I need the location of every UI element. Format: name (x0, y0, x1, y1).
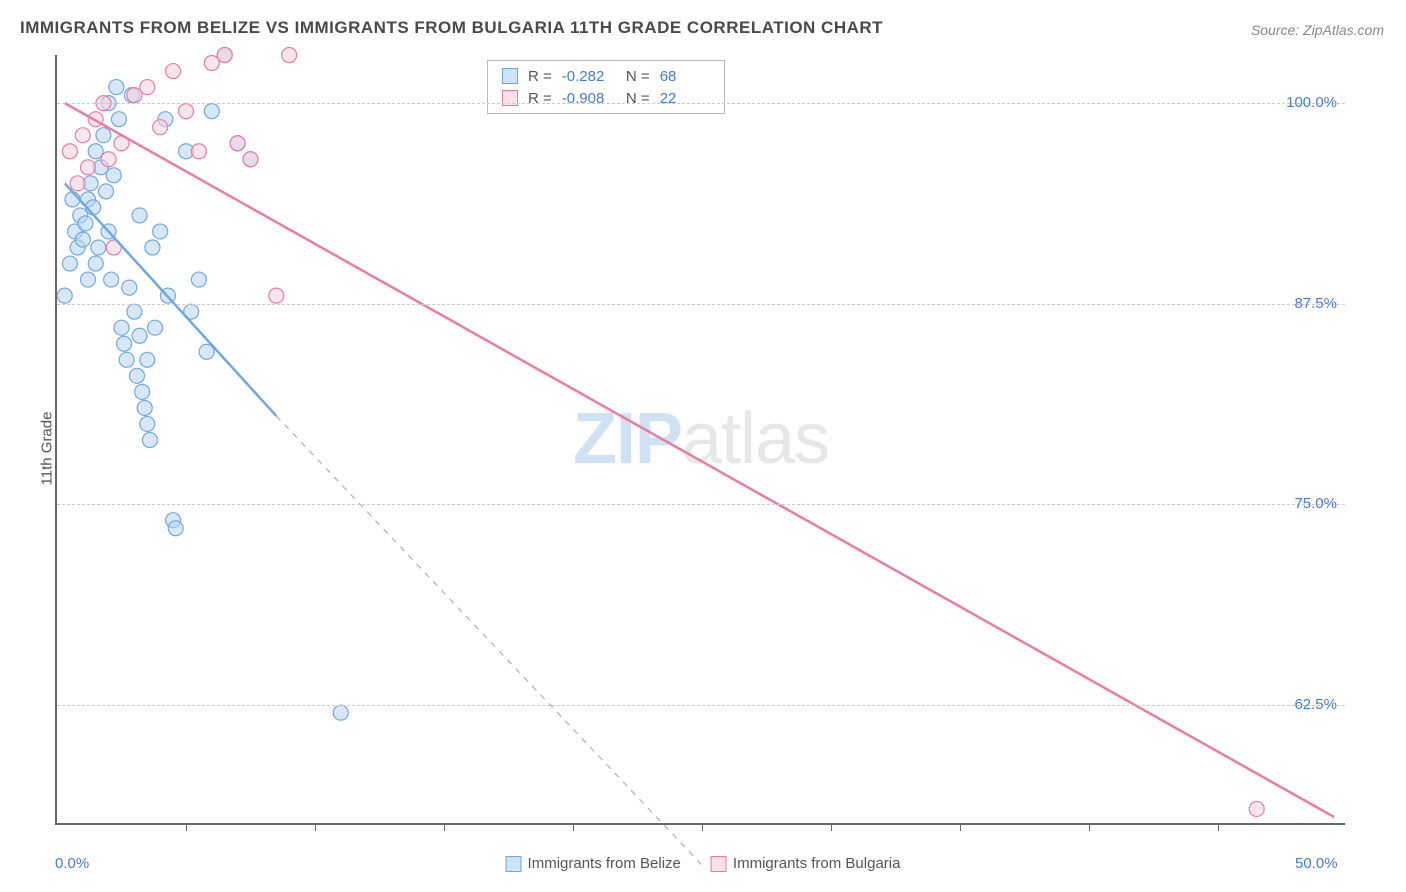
scatter-point (1249, 801, 1264, 816)
n-value: 68 (660, 68, 710, 85)
scatter-point (75, 128, 90, 143)
y-tick-label: 87.5% (1294, 295, 1337, 312)
legend-item: Immigrants from Belize (506, 855, 681, 872)
stats-row: R = -0.282 N = 68 (502, 65, 710, 87)
scatter-point (168, 521, 183, 536)
x-tick (1089, 823, 1090, 831)
scatter-point (106, 168, 121, 183)
x-tick-label: 0.0% (55, 855, 89, 872)
stats-legend: R = -0.282 N = 68 R =-0.908 N =22 (487, 60, 725, 114)
scatter-point (119, 352, 134, 367)
scatter-point (96, 128, 111, 143)
gridline (57, 304, 1345, 305)
scatter-point (114, 320, 129, 335)
scatter-point (204, 104, 219, 119)
scatter-point (148, 320, 163, 335)
legend-swatch (506, 856, 522, 872)
x-tick (960, 823, 961, 831)
scatter-point (91, 240, 106, 255)
scatter-point (127, 304, 142, 319)
scatter-point (111, 112, 126, 127)
scatter-point (80, 272, 95, 287)
scatter-point (88, 144, 103, 159)
series-legend: Immigrants from Belize Immigrants from Bu… (506, 855, 901, 872)
scatter-point (140, 416, 155, 431)
y-tick-label: 100.0% (1286, 94, 1337, 111)
gridline (57, 504, 1345, 505)
legend-label: Immigrants from Belize (528, 855, 681, 872)
scatter-point (75, 232, 90, 247)
scatter-point (122, 280, 137, 295)
scatter-point (104, 272, 119, 287)
scatter-point (191, 144, 206, 159)
chart-svg (57, 55, 1345, 823)
regression-extrapolation (276, 416, 702, 865)
scatter-point (62, 256, 77, 271)
scatter-point (127, 88, 142, 103)
x-tick-label: 50.0% (1295, 855, 1338, 872)
y-axis-label: 11th Grade (38, 412, 55, 486)
chart-title: IMMIGRANTS FROM BELIZE VS IMMIGRANTS FRO… (20, 18, 883, 38)
scatter-point (140, 80, 155, 95)
regression-line (65, 103, 1334, 817)
x-tick (315, 823, 316, 831)
scatter-point (282, 48, 297, 63)
scatter-point (243, 152, 258, 167)
gridline (57, 705, 1345, 706)
scatter-point (135, 384, 150, 399)
regression-line (65, 183, 277, 416)
source-attribution: Source: ZipAtlas.com (1251, 22, 1384, 38)
scatter-point (99, 184, 114, 199)
x-tick (444, 823, 445, 831)
scatter-point (142, 433, 157, 448)
scatter-point (101, 152, 116, 167)
scatter-point (129, 368, 144, 383)
scatter-point (230, 136, 245, 151)
x-tick (1218, 823, 1219, 831)
scatter-point (80, 160, 95, 175)
scatter-point (109, 80, 124, 95)
scatter-point (62, 144, 77, 159)
legend-item: Immigrants from Bulgaria (711, 855, 901, 872)
scatter-point (117, 336, 132, 351)
scatter-point (132, 328, 147, 343)
scatter-point (70, 176, 85, 191)
scatter-point (333, 705, 348, 720)
scatter-point (140, 352, 155, 367)
x-tick (831, 823, 832, 831)
gridline (57, 103, 1345, 104)
scatter-point (145, 240, 160, 255)
plot-area: ZIPatlas R =-0.282 N =68R =-0.908 N =22 … (55, 55, 1345, 825)
scatter-point (179, 104, 194, 119)
legend-swatch (711, 856, 727, 872)
scatter-point (137, 400, 152, 415)
n-label: N = (622, 68, 650, 85)
scatter-point (166, 64, 181, 79)
scatter-point (204, 56, 219, 71)
r-label: R = (528, 68, 552, 85)
y-tick-label: 62.5% (1294, 696, 1337, 713)
scatter-point (57, 288, 72, 303)
scatter-point (88, 256, 103, 271)
scatter-point (217, 48, 232, 63)
scatter-point (269, 288, 284, 303)
scatter-point (191, 272, 206, 287)
scatter-point (153, 224, 168, 239)
stats-row: R =-0.908 N =22 (502, 87, 710, 109)
x-tick (186, 823, 187, 831)
series-swatch (502, 68, 518, 84)
x-tick (573, 823, 574, 831)
scatter-point (78, 216, 93, 231)
legend-label: Immigrants from Bulgaria (733, 855, 901, 872)
x-tick (702, 823, 703, 831)
r-value: -0.282 (562, 68, 612, 85)
scatter-point (153, 120, 168, 135)
scatter-point (132, 208, 147, 223)
y-tick-label: 75.0% (1294, 495, 1337, 512)
